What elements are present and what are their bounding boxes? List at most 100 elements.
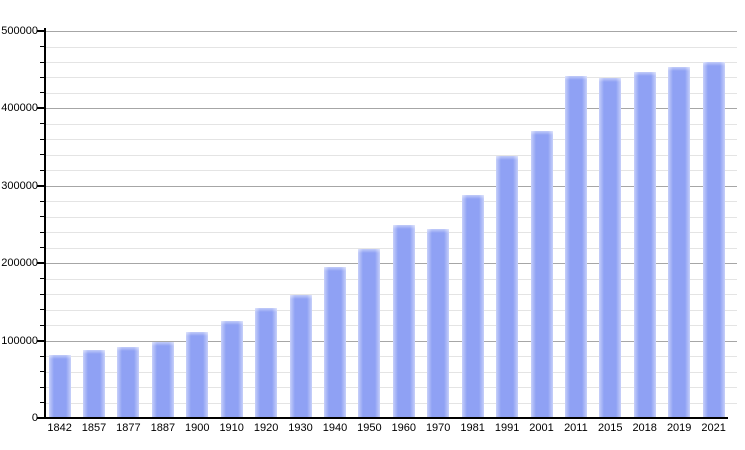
bar (564, 76, 587, 418)
x-tick-label: 1981 (460, 422, 485, 434)
minor-gridline (46, 402, 737, 404)
bar (83, 350, 105, 418)
y-minor-tick (40, 76, 45, 78)
minor-gridline (46, 139, 737, 141)
y-major-tick (37, 417, 45, 419)
bar (220, 321, 243, 418)
bar (496, 156, 519, 418)
x-tick-label: 2001 (529, 422, 554, 434)
bar (599, 77, 622, 418)
bar (255, 308, 278, 418)
y-minor-tick (40, 371, 45, 373)
x-tick-label: 1900 (185, 422, 210, 434)
minor-gridline (46, 92, 737, 94)
x-tick-label: 1842 (47, 422, 72, 434)
bar (48, 355, 71, 418)
y-minor-tick (40, 293, 45, 295)
x-tick-label: 2015 (598, 422, 623, 434)
major-gridline (46, 31, 737, 32)
minor-gridline (46, 123, 737, 125)
y-major-tick (37, 339, 45, 342)
y-tick-label: 300000 (1, 179, 38, 192)
x-tick-label: 2021 (701, 422, 726, 434)
bar (186, 331, 209, 418)
minor-gridline (46, 154, 737, 156)
x-tick-label: 2019 (666, 422, 692, 434)
x-tick-label: 1887 (150, 422, 176, 434)
y-minor-tick (40, 200, 45, 202)
y-tick-label: 100000 (1, 334, 38, 347)
x-tick-label: 1960 (391, 422, 417, 434)
major-gridline (46, 185, 737, 187)
y-major-tick (37, 262, 45, 265)
y-minor-tick (40, 138, 45, 140)
x-tick-label: 1930 (288, 422, 313, 434)
y-major-tick (37, 184, 45, 187)
bar (117, 346, 140, 418)
y-minor-tick (40, 123, 45, 125)
y-minor-tick (40, 402, 45, 403)
y-minor-tick (40, 216, 45, 218)
bar (358, 249, 381, 418)
bar (324, 267, 346, 418)
minor-gridline (46, 46, 737, 48)
y-minor-tick (40, 231, 45, 233)
y-minor-tick (40, 324, 45, 326)
minor-gridline (46, 309, 737, 311)
x-tick-label: 1970 (425, 422, 451, 434)
minor-gridline (46, 387, 737, 388)
major-gridline (46, 108, 737, 110)
minor-gridline (46, 62, 737, 63)
y-minor-tick (40, 61, 45, 63)
bar (702, 61, 725, 418)
bar (633, 71, 656, 418)
bar (427, 229, 450, 418)
y-axis-line (44, 28, 46, 419)
bar (392, 224, 415, 418)
minor-gridline (46, 325, 737, 327)
bar (530, 131, 553, 418)
y-tick-label: 200000 (1, 257, 38, 270)
y-minor-tick (40, 278, 45, 280)
y-tick-label: 400000 (1, 102, 38, 115)
x-tick-label: 1910 (219, 422, 244, 434)
y-minor-tick (40, 355, 45, 357)
bar (151, 341, 174, 418)
y-minor-tick (40, 386, 45, 388)
x-tick-label: 1877 (116, 422, 141, 434)
y-major-tick (37, 30, 45, 32)
minor-gridline (46, 77, 737, 79)
x-tick-label: 1950 (357, 422, 382, 434)
y-minor-tick (40, 154, 45, 156)
y-tick-label: 500000 (1, 25, 38, 37)
bar (461, 194, 484, 418)
minor-gridline (46, 278, 737, 280)
minor-gridline (46, 371, 737, 373)
y-minor-tick (40, 92, 45, 94)
y-tick-label: 0 (31, 412, 38, 424)
minor-gridline (46, 201, 737, 203)
x-axis-line (44, 417, 728, 419)
minor-gridline (46, 216, 737, 218)
x-tick-label: 1940 (322, 422, 348, 434)
x-tick-label: 1857 (81, 422, 107, 434)
minor-gridline (46, 232, 737, 234)
y-major-tick (37, 107, 45, 110)
x-tick-label: 1991 (494, 422, 520, 434)
bar (289, 295, 312, 418)
y-minor-tick (40, 169, 45, 171)
x-tick-label: 2018 (632, 422, 657, 434)
x-tick-label: 1920 (253, 422, 279, 434)
minor-gridline (46, 170, 737, 172)
y-minor-tick (40, 309, 45, 311)
minor-gridline (46, 294, 737, 296)
major-gridline (46, 340, 737, 342)
minor-gridline (46, 356, 737, 358)
x-tick-label: 2011 (564, 422, 588, 434)
